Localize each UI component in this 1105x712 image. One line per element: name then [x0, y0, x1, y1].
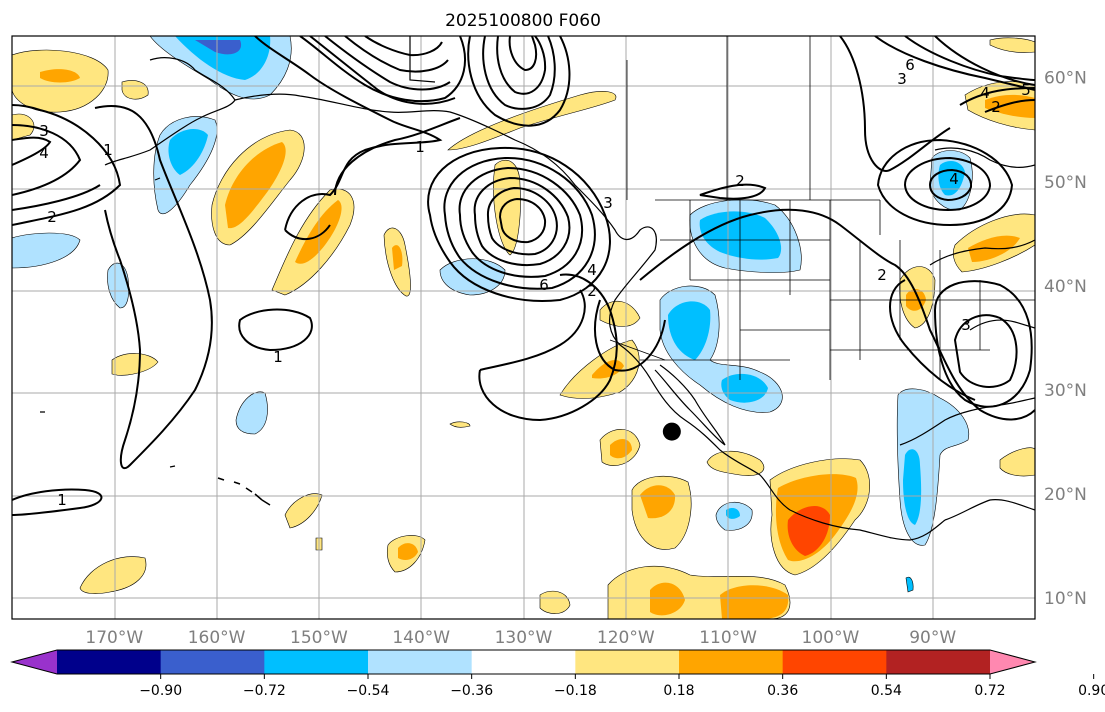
- contour-label: 3: [603, 194, 613, 212]
- contour-label: 5: [1021, 81, 1031, 99]
- longitude-tick-label: 150°W: [290, 628, 348, 648]
- colorbar-tick-label: 0.54: [871, 683, 902, 699]
- longitude-tick-label: 160°W: [188, 628, 246, 648]
- colorbar-swatch: [471, 650, 576, 674]
- longitude-tick-labels: 170°W 160°W 150°W 140°W 130°W 120°W 110°W 100°W…: [85, 628, 956, 648]
- colorbar-tick-label: 0.18: [663, 683, 694, 699]
- contour-label: 1: [415, 138, 425, 156]
- longitude-tick-label: 120°W: [597, 628, 655, 648]
- longitude-tick-label: 140°W: [392, 628, 450, 648]
- location-marker: [662, 422, 681, 441]
- colorbar-extend-high: [990, 650, 1035, 674]
- colorbar-extend-low: [12, 650, 57, 674]
- coastlines: [40, 36, 1035, 541]
- colorbar-swatch: [575, 650, 680, 674]
- contour-labels: 1 1 1 1 2 2 2 2 2 3 3 3 3 4 4 4 4 5 6 6: [39, 56, 1031, 509]
- map-frame: [11, 35, 1036, 620]
- contour-label: 2: [877, 266, 887, 284]
- colorbar: −0.90 −0.72 −0.54 −0.36 −0.18 0.18 0.36 0.54 0.7…: [10, 649, 1105, 699]
- colorbar-tick-label: 0.90: [1078, 683, 1105, 699]
- latitude-tick-label: 60°N: [1044, 69, 1087, 89]
- hawaii-islands: [217, 477, 271, 506]
- contour-label: 2: [47, 208, 57, 226]
- contour-label: 2: [735, 172, 745, 190]
- latitude-tick-label: 50°N: [1044, 173, 1087, 193]
- colorbar-swatch: [160, 650, 265, 674]
- longitude-tick-label: 130°W: [495, 628, 553, 648]
- longitude-tick-label: 110°W: [699, 628, 757, 648]
- longitude-tick-label: 100°W: [802, 628, 860, 648]
- colorbar-swatch: [57, 650, 162, 674]
- colorbar-swatch: [264, 650, 369, 674]
- latitude-tick-label: 10°N: [1044, 589, 1087, 609]
- contour-label: 1: [57, 491, 67, 509]
- contour-label: 3: [39, 122, 49, 140]
- contour-label: 4: [980, 84, 990, 102]
- contour-label: 4: [39, 144, 49, 162]
- map-body: 1 1 1 1 2 2 2 2 2 3 3 3 3 4 4 4 4 5 6 6: [12, 36, 1035, 619]
- contour-label: 2: [991, 98, 1001, 116]
- colorbar-tick-label: −0.18: [554, 683, 597, 699]
- contour-lines: [12, 36, 1035, 516]
- contour-label: 1: [103, 141, 113, 159]
- colorbar-outline: [10, 649, 1037, 675]
- colorbar-swatch: [368, 650, 473, 674]
- contour-label: 1: [273, 348, 283, 366]
- negative-anomaly-fill: [12, 36, 973, 593]
- graticule: [12, 36, 1035, 619]
- colorbar-tick-label: 0.36: [767, 683, 798, 699]
- colorbar-tick-label: −0.72: [243, 683, 286, 699]
- contour-label: 3: [897, 70, 907, 88]
- longitude-tick-label: 170°W: [85, 628, 143, 648]
- contour-label: 4: [949, 170, 959, 188]
- colorbar-swatch: [679, 650, 784, 674]
- contour-label: 6: [905, 56, 915, 74]
- colorbar-tick-label: −0.90: [139, 683, 182, 699]
- contour-label: 4: [587, 261, 597, 279]
- colorbar-tick-label: −0.54: [347, 683, 390, 699]
- longitude-tick-label: 90°W: [909, 628, 956, 648]
- latitude-tick-label: 40°N: [1044, 277, 1087, 297]
- colorbar-tick-label: 0.72: [974, 683, 1005, 699]
- latitude-tick-label: 30°N: [1044, 381, 1087, 401]
- colorbar-swatch: [782, 650, 887, 674]
- latitude-tick-label: 20°N: [1044, 485, 1087, 505]
- colorbar-swatch: [886, 650, 991, 674]
- map-title: 2025100800 F060: [445, 11, 601, 31]
- contour-label: 3: [961, 316, 971, 334]
- colorbar-tick-label: −0.36: [450, 683, 493, 699]
- contour-label: 2: [587, 282, 597, 300]
- latitude-tick-labels: 60°N 50°N 40°N 30°N 20°N 10°N: [1044, 69, 1087, 610]
- contour-label: 6: [539, 276, 549, 294]
